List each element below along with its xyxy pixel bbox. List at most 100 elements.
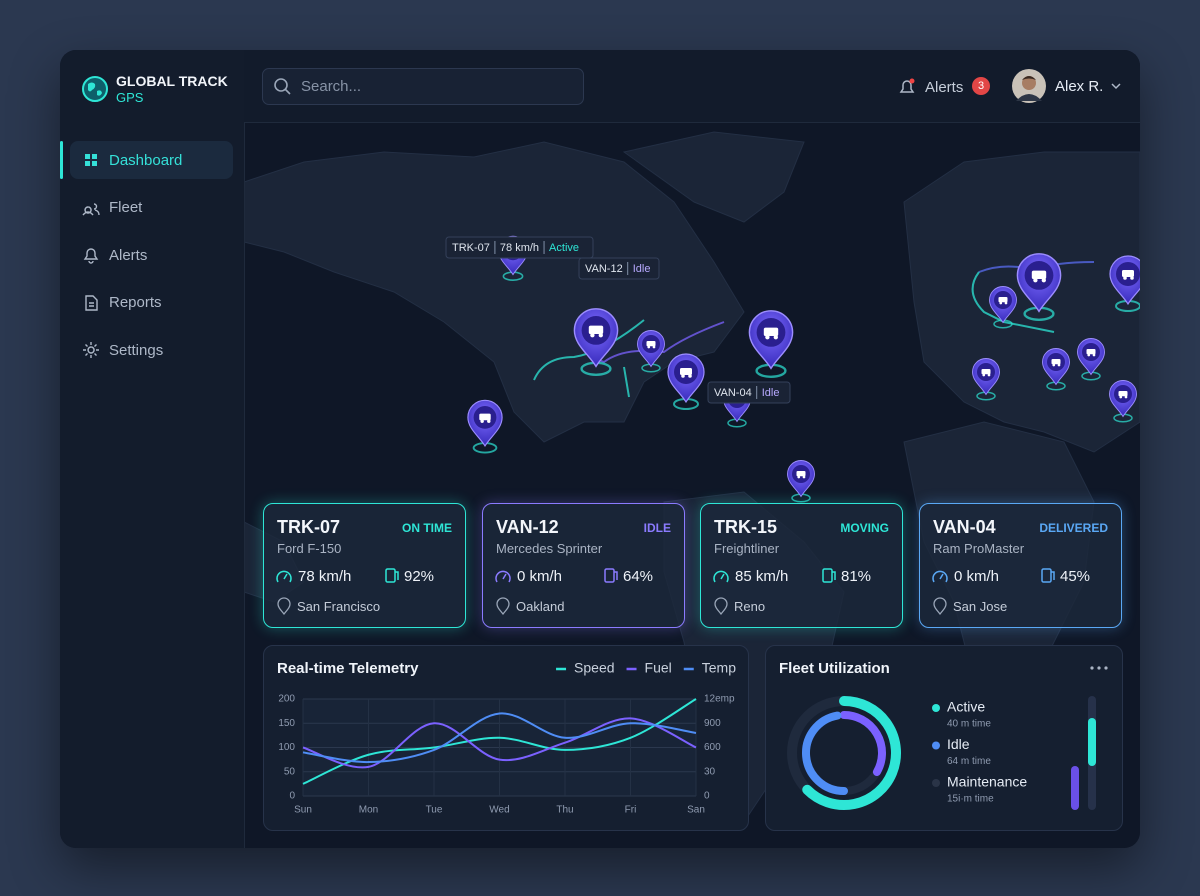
pin-wheel — [480, 419, 484, 423]
vehicle-pin[interactable] — [1109, 380, 1137, 423]
legend-dot — [932, 704, 940, 712]
nav-label: Fleet — [109, 199, 143, 216]
ring-idle — [840, 711, 886, 776]
pin-wheel — [1087, 353, 1091, 357]
tooltip-id: VAN-04 — [714, 387, 752, 399]
nav-item[interactable]: Dashboard — [70, 141, 233, 179]
vehicle-pin[interactable] — [467, 399, 503, 454]
pin-wheel — [647, 345, 651, 349]
pin-wheel — [688, 374, 692, 378]
utilization-panel: Fleet Utilization Active 40 m time Idle 64 m… — [765, 645, 1123, 831]
vehicle-pin[interactable] — [748, 310, 794, 379]
series-line — [302, 717, 697, 769]
pin-wheel — [1041, 278, 1046, 283]
nav-item[interactable]: Reports — [70, 284, 233, 322]
pin-wheel — [1124, 395, 1128, 399]
vehicle-pin[interactable] — [637, 330, 665, 373]
tooltip-bg — [578, 257, 660, 280]
vehicle-pin[interactable] — [573, 308, 619, 377]
pin-vehicle — [981, 369, 991, 375]
fuel-hose — [395, 571, 399, 580]
y-tick-label: 100 — [278, 742, 295, 753]
vehicle-card[interactable]: VAN-04 DELIVERED Ram ProMaster 0 km/h 45% San… — [919, 503, 1122, 628]
alerts-button[interactable]: Alerts 3 — [896, 74, 996, 100]
vehicle-pin[interactable] — [667, 353, 705, 410]
menu-dot[interactable] — [1104, 666, 1108, 670]
vehicle-pin[interactable] — [787, 460, 815, 503]
active-indicator — [60, 141, 63, 179]
vehicle-location: San Jose — [953, 599, 1008, 614]
utilization-chart: Fleet Utilization Active 40 m time Idle 64 m… — [779, 660, 1108, 810]
vehicle-id: TRK-15 — [714, 517, 778, 537]
speed-needle — [502, 573, 507, 580]
speed-needle — [283, 573, 288, 580]
speed-needle — [939, 573, 944, 580]
nav-icon — [85, 294, 98, 311]
vehicle-pin[interactable] — [972, 358, 1000, 401]
search-box[interactable]: Search... — [262, 68, 584, 105]
vehicle-status: ON TIME — [402, 521, 452, 535]
pin-wheel — [681, 374, 685, 378]
nav-item[interactable]: Settings — [70, 331, 233, 369]
fuel-hose — [1051, 571, 1055, 580]
vehicle-id: VAN-12 — [496, 517, 559, 537]
card-icons — [276, 568, 399, 616]
x-tick-label: Mon — [359, 805, 378, 816]
legend-detail: 15i·m time — [947, 794, 994, 805]
y2-tick-label: 30 — [704, 766, 716, 777]
panel-title: Fleet Utilization — [779, 660, 890, 677]
vehicle-model: Ram ProMaster — [933, 541, 1025, 556]
nav-item[interactable]: Alerts — [70, 236, 233, 274]
route — [971, 271, 1055, 333]
pin-wheel — [1004, 301, 1008, 305]
vehicle-pin[interactable] — [1016, 253, 1062, 322]
land-mass — [244, 141, 745, 443]
location-icon — [714, 597, 728, 616]
speed-icon — [713, 570, 729, 583]
location-icon — [496, 597, 510, 616]
tooltip-id: VAN-12 — [585, 263, 623, 275]
vehicle-card[interactable]: TRK-15 MOVING Freightliner 85 km/h 81% Reno — [700, 503, 903, 628]
vehicle-pin[interactable] — [989, 286, 1017, 329]
card-icons — [932, 568, 1055, 616]
pin-vehicle — [1086, 349, 1096, 355]
nav-label: Alerts — [109, 246, 148, 264]
tooltip-status: Idle — [762, 387, 780, 399]
pin-wheel — [1052, 363, 1056, 367]
pin-vehicle — [479, 413, 491, 421]
nav-item[interactable]: Fleet — [70, 189, 233, 227]
tooltip-id: TRK-07 — [452, 242, 490, 254]
vehicle-card[interactable]: VAN-12 IDLE Mercedes Sprinter 0 km/h 64% Oakl… — [482, 503, 685, 628]
icon-shape — [82, 202, 100, 215]
header: Search... Alerts 3 Alex R. — [244, 50, 1140, 123]
route — [533, 319, 645, 381]
y-tick-label: 200 — [278, 694, 295, 705]
pin-vehicle — [646, 341, 656, 347]
pin-wheel — [773, 335, 778, 340]
vehicle-speed: 78 km/h — [298, 568, 352, 585]
menu-dot[interactable] — [1097, 666, 1101, 670]
speed-icon — [276, 570, 292, 583]
nav-icon — [83, 248, 99, 264]
legend-dot — [932, 741, 940, 750]
y-tick-label: 0 — [289, 791, 295, 802]
land-mass — [903, 151, 1140, 453]
vehicle-pin[interactable] — [1077, 338, 1105, 381]
y-tick-label: 150 — [278, 718, 295, 729]
nav-icon — [85, 154, 97, 166]
land-mass — [622, 131, 805, 223]
fuel-icon — [604, 568, 615, 583]
menu-dot[interactable] — [1090, 666, 1094, 670]
sidebar: GLOBAL TRACK GPS Dashboard Fleet Alerts Rep… — [60, 50, 245, 848]
series-line — [302, 698, 697, 785]
vehicle-status: MOVING — [840, 521, 889, 535]
speed-icon — [495, 570, 511, 583]
vehicle-card[interactable]: TRK-07 ON TIME Ford F-150 78 km/h 92% San Fra… — [263, 503, 466, 628]
user-menu[interactable]: Alex R. — [1012, 69, 1132, 103]
vehicle-location: Reno — [734, 599, 766, 614]
x-tick-label: Thu — [556, 805, 573, 816]
vehicle-pin[interactable] — [1109, 255, 1140, 312]
vehicle-pin[interactable] — [1042, 348, 1070, 391]
fuel-hose — [614, 571, 618, 580]
